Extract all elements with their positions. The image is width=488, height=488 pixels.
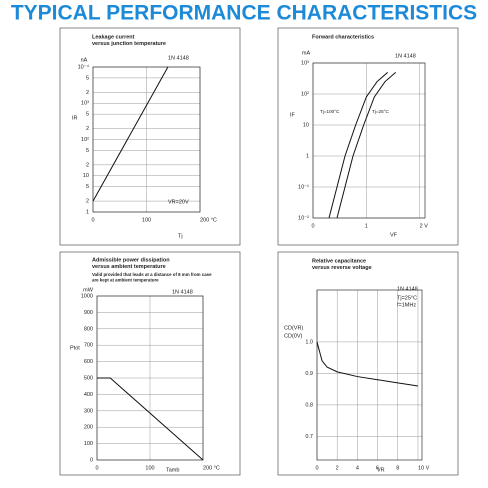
panel — [277, 27, 459, 246]
y-axis-label: IR — [72, 115, 78, 121]
chart-title: Relative capacitance — [312, 258, 366, 264]
curve — [97, 377, 204, 461]
annotation: 1N 4148 — [395, 53, 416, 59]
y-tick-label: 100 — [84, 441, 93, 447]
x-axis-label: Tj — [178, 233, 183, 239]
y-tick-label: 600 — [84, 359, 93, 365]
annotation: 1N 4148 — [397, 286, 418, 292]
y-tick-label: 2 — [86, 199, 89, 205]
panel — [59, 27, 241, 246]
chart-subtitle: versus reverse voltage — [312, 265, 372, 271]
y-tick-label: 400 — [84, 392, 93, 398]
y-tick-label: 800 — [84, 326, 93, 332]
x-axis-label: VF — [390, 232, 398, 238]
x-tick-label: 6 — [376, 465, 379, 471]
x-tick-label: 0 — [311, 223, 314, 229]
annotation: 1N 4148 — [172, 289, 193, 295]
plot-area — [92, 66, 201, 213]
y-tick-label: 700 — [84, 343, 93, 349]
y-tick-label: 5 — [86, 75, 89, 81]
series-label: Tj=25°C — [372, 109, 389, 114]
y-tick-label: 0 — [90, 457, 93, 463]
curve — [336, 71, 396, 219]
y-tick-label: 5 — [86, 184, 89, 190]
y-tick-label: 10⁻¹ — [298, 184, 309, 190]
x-tick-label: 8 — [396, 465, 399, 471]
curve — [316, 341, 419, 387]
y-tick-label: 500 — [84, 375, 93, 381]
x-tick-label: 0 — [315, 465, 318, 471]
chart-title: Admissible power dissipation — [92, 257, 170, 263]
x-tick-label: 0 — [91, 217, 94, 223]
x-tick-label: 100 — [142, 217, 151, 223]
series-label: Tj=100°C — [320, 109, 340, 114]
x-axis-label: VR — [377, 467, 385, 473]
y-tick-label: 2 — [86, 90, 89, 96]
x-tick-label: 10 V — [418, 465, 430, 471]
x-axis-label: Tamb — [166, 467, 179, 473]
x-tick-label: 1 — [365, 223, 368, 229]
y-tick-label: 200 — [84, 425, 93, 431]
chart-subtitle: versus ambient temperature — [92, 264, 166, 270]
plot-area — [316, 289, 423, 461]
panel — [277, 251, 459, 476]
y-tick-label: 0.8 — [305, 402, 313, 408]
x-tick-label: 100 — [145, 465, 154, 471]
y-tick-label: 1 — [306, 153, 309, 159]
y-tick-label: 5 — [86, 112, 89, 118]
y-tick-label: 10⁻⁴ — [78, 63, 90, 70]
x-tick-label: 200 °C — [203, 465, 220, 471]
annotation: Tj=25°C — [397, 295, 417, 301]
x-tick-label: 2 V — [420, 223, 429, 229]
y-tick-label: 1 — [86, 209, 89, 215]
chart-title: Forward characteristics — [312, 34, 374, 40]
curve — [328, 71, 388, 219]
y-tick-label: 1.0 — [305, 339, 313, 345]
y-tick-label: 0.7 — [305, 434, 313, 440]
y-axis-label: Ptot — [70, 345, 80, 351]
y-tick-label: 0.9 — [305, 371, 313, 377]
y-axis-label: IF — [290, 112, 296, 118]
y-tick-label: 300 — [84, 408, 93, 414]
chart-note: are kept at ambient temperature — [92, 278, 159, 283]
chart-title: Leakage current — [92, 34, 135, 40]
y-tick-label: 10³ — [301, 60, 309, 66]
y-tick-label: 10² — [301, 91, 309, 97]
x-tick-label: 4 — [356, 465, 359, 471]
y-tick-label: 2 — [86, 162, 89, 168]
y-tick-label: 900 — [84, 310, 93, 316]
annotation: VR=20V — [168, 199, 189, 205]
y-unit: mA — [302, 50, 311, 56]
plot-area — [312, 62, 426, 219]
annotation: 1N 4148 — [168, 55, 189, 61]
y-tick-label: 2 — [86, 126, 89, 132]
curve — [92, 66, 169, 202]
x-tick-label: 0 — [95, 465, 98, 471]
y-tick-label: 5 — [86, 148, 89, 154]
page-title: TYPICAL PERFORMANCE CHARACTERISTICS — [11, 2, 477, 25]
y-tick-label: 10 — [83, 173, 89, 179]
y-tick-label: 10 — [303, 122, 309, 128]
y-tick-label: 10³ — [81, 101, 89, 107]
y-unit: nA — [81, 57, 88, 63]
y-tick-label: 10⁻² — [298, 215, 309, 221]
chart-subtitle: versus junction temperature — [92, 41, 166, 47]
annotation: f=1MHz — [397, 302, 416, 308]
y-tick-label: 1000 — [81, 293, 93, 299]
x-tick-label: 2 — [336, 465, 339, 471]
chart-note: Valid provided that leads at a distance … — [92, 272, 212, 277]
y-axis-label: CD(VR) — [284, 325, 303, 331]
x-tick-label: 200 °C — [200, 217, 217, 223]
y-tick-label: 10² — [81, 137, 89, 143]
y-unit: mW — [83, 287, 94, 293]
y-axis-label: CD(0V) — [284, 333, 303, 339]
